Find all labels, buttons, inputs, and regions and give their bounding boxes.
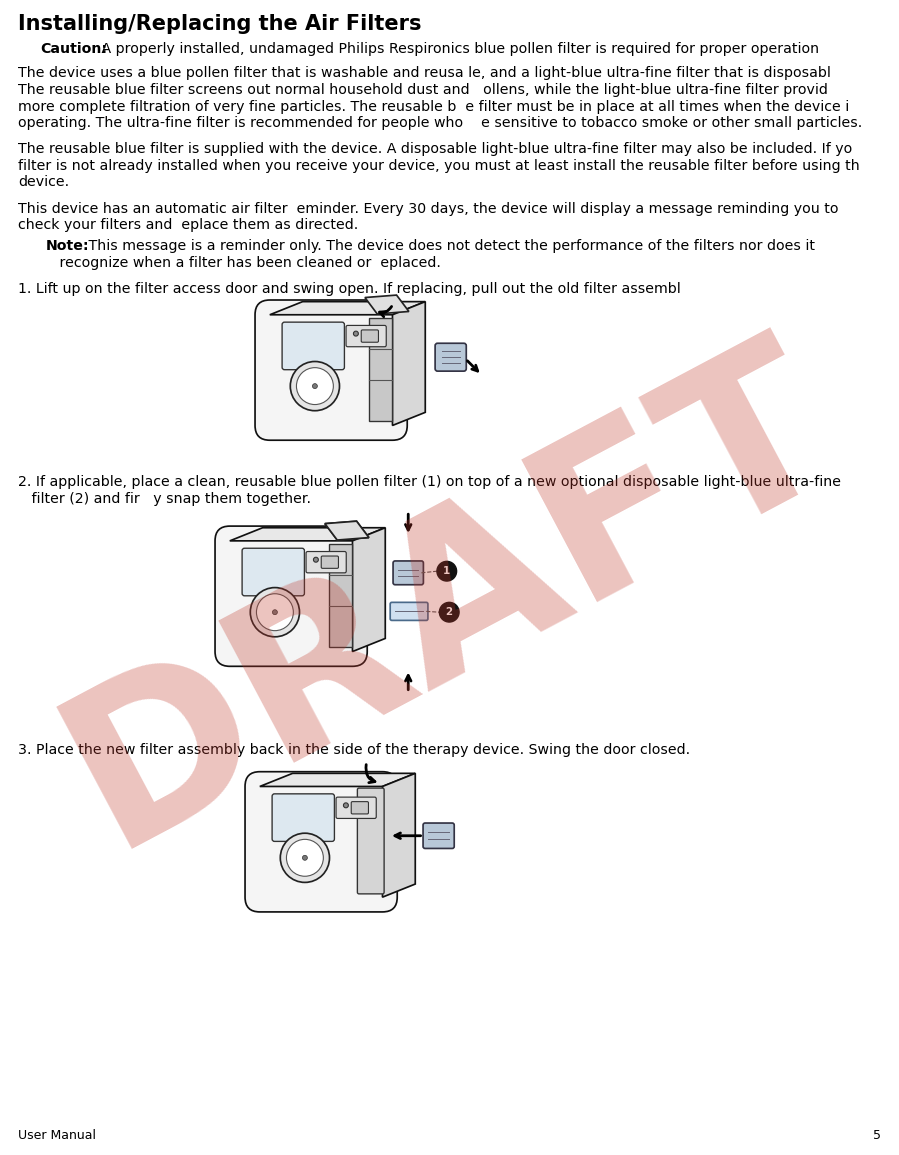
Text: Installing/Replacing the Air Filters: Installing/Replacing the Air Filters [18,14,422,33]
Text: more complete filtration of very fine particles. The reusable b  e filter must b: more complete filtration of very fine pa… [18,99,850,113]
Polygon shape [329,544,352,647]
Polygon shape [230,528,386,541]
Text: The reusable blue filter screens out normal household dust and   ollens, while t: The reusable blue filter screens out nor… [18,83,828,97]
FancyBboxPatch shape [336,797,377,819]
FancyBboxPatch shape [242,549,305,596]
FancyBboxPatch shape [272,793,334,841]
Text: 5: 5 [873,1128,881,1142]
Text: The device uses a blue pollen filter that is washable and reusa le, and a light-: The device uses a blue pollen filter tha… [18,67,831,81]
Polygon shape [325,521,369,541]
Text: The reusable blue filter is supplied with the device. A disposable light-blue ul: The reusable blue filter is supplied wit… [18,142,852,156]
Polygon shape [260,774,415,787]
Text: device.: device. [18,176,69,189]
Text: Note:: Note: [46,239,90,253]
FancyBboxPatch shape [435,343,467,371]
FancyBboxPatch shape [215,526,367,666]
FancyBboxPatch shape [390,603,428,620]
Text: filter (2) and fir   y snap them together.: filter (2) and fir y snap them together. [18,492,311,506]
Text: This device has an automatic air filter  eminder. Every 30 days, the device will: This device has an automatic air filter … [18,202,839,216]
Circle shape [302,856,307,860]
Circle shape [256,594,293,631]
Text: check your filters and  eplace them as directed.: check your filters and eplace them as di… [18,218,358,232]
FancyBboxPatch shape [346,326,387,346]
Circle shape [290,362,340,411]
Circle shape [313,383,317,388]
Polygon shape [365,295,409,314]
FancyBboxPatch shape [255,300,407,440]
Text: 1. Lift up on the filter access door and swing open. If replacing, pull out the : 1. Lift up on the filter access door and… [18,282,681,296]
Text: User Manual: User Manual [18,1128,96,1142]
Text: 1: 1 [443,566,450,576]
Text: recognize when a filter has been cleaned or  eplaced.: recognize when a filter has been cleaned… [46,255,441,269]
FancyBboxPatch shape [358,788,384,894]
Polygon shape [369,318,393,420]
Circle shape [250,588,299,636]
Text: operating. The ultra-fine filter is recommended for people who    e sensitive to: operating. The ultra-fine filter is reco… [18,116,862,131]
FancyBboxPatch shape [361,330,378,342]
Text: A properly installed, undamaged Philips Respironics blue pollen filter is requir: A properly installed, undamaged Philips … [97,42,819,55]
Circle shape [272,610,278,614]
FancyBboxPatch shape [393,561,423,584]
Circle shape [287,840,324,877]
Circle shape [314,557,318,562]
Polygon shape [325,521,369,541]
Text: This message is a reminder only. The device does not detect the performance of t: This message is a reminder only. The dev… [84,239,815,253]
FancyBboxPatch shape [352,802,369,814]
Circle shape [343,803,348,807]
Polygon shape [352,528,386,651]
Text: filter is not already installed when you receive your device, you must at least : filter is not already installed when you… [18,159,859,173]
Polygon shape [382,774,415,897]
FancyBboxPatch shape [321,556,338,568]
Circle shape [440,603,459,623]
Text: 2: 2 [446,608,453,617]
Circle shape [353,331,359,336]
FancyBboxPatch shape [282,322,344,370]
Polygon shape [393,301,425,425]
Circle shape [280,833,330,882]
Text: Caution:: Caution: [40,42,107,55]
Polygon shape [270,301,425,315]
FancyBboxPatch shape [306,552,346,573]
Text: 3. Place the new filter assembly back in the side of the therapy device. Swing t: 3. Place the new filter assembly back in… [18,743,690,758]
Circle shape [437,561,457,581]
FancyBboxPatch shape [245,772,397,912]
FancyBboxPatch shape [423,824,454,849]
Text: DRAFT: DRAFT [33,311,868,889]
Text: 2. If applicable, place a clean, reusable blue pollen filter (1) on top of a new: 2. If applicable, place a clean, reusabl… [18,475,841,489]
Circle shape [297,367,334,404]
